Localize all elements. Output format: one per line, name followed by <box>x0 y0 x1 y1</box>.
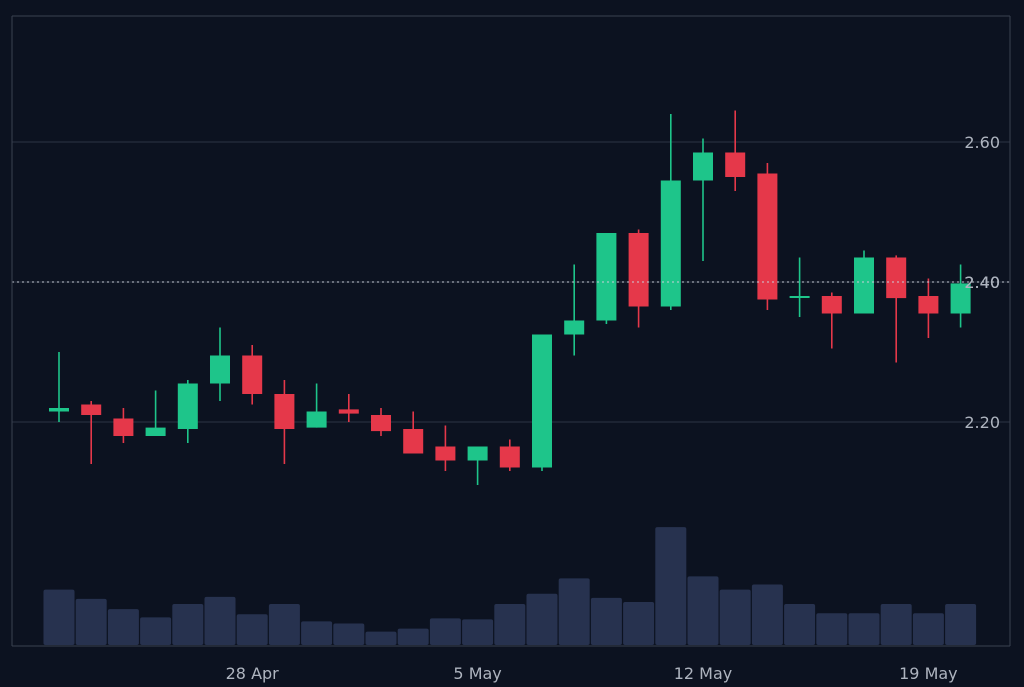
volume-bar <box>43 589 75 645</box>
candle-body <box>821 296 842 314</box>
candle-body <box>306 411 327 428</box>
y-tick-label: 2.40 <box>964 273 1000 292</box>
x-tick-label: 12 May <box>674 664 733 683</box>
candle-body <box>467 446 488 461</box>
volume-bar <box>655 527 687 645</box>
candle-body <box>693 152 713 181</box>
volume-bar <box>301 621 333 645</box>
volume-bar <box>912 613 944 645</box>
volume-bar <box>751 584 783 645</box>
volume-bar <box>945 604 977 645</box>
candle-body <box>338 409 359 414</box>
volume-bar <box>462 619 494 645</box>
volume-bar <box>204 596 236 645</box>
candle-body <box>403 429 424 454</box>
candle-body <box>371 415 391 432</box>
candle-body <box>435 446 456 461</box>
volume-bar <box>236 614 268 645</box>
volume-bar <box>880 604 912 645</box>
volume-bar <box>558 578 590 645</box>
candle-body <box>564 320 585 335</box>
candle-body <box>757 173 778 300</box>
candle-body <box>886 257 907 299</box>
volume-bar <box>719 589 751 645</box>
candles <box>49 110 971 485</box>
volume-bar <box>140 617 172 645</box>
volume-bar <box>268 604 300 645</box>
x-tick-label: 19 May <box>899 664 958 683</box>
volume-bar <box>397 628 429 645</box>
candle-body <box>113 418 134 436</box>
volume-bar <box>172 604 204 645</box>
volume-bar <box>623 601 655 645</box>
volume-bar <box>494 604 526 645</box>
x-tick-label: 5 May <box>453 664 501 683</box>
current-price-label: 2.40 <box>964 273 1000 292</box>
candle-body <box>177 383 198 429</box>
candle-body <box>628 233 649 307</box>
volume-bars <box>43 527 977 645</box>
volume-bar <box>333 623 365 645</box>
candle-body <box>242 355 263 394</box>
volume-bar <box>107 609 139 645</box>
volume-bar <box>526 593 558 645</box>
volume-bar <box>848 613 880 645</box>
volume-bar <box>784 604 816 645</box>
volume-bar <box>590 597 622 645</box>
candle-body <box>918 296 939 314</box>
volume-bar <box>429 618 461 645</box>
axes: 2.20 2.40 2.60 28 Apr 5 May 12 May 19 May <box>11 15 1011 683</box>
current-price-line: 2.40 <box>12 273 1010 292</box>
candle-body <box>596 233 617 321</box>
volume-bar <box>687 576 719 645</box>
candle-body <box>145 427 166 436</box>
y-tick-label: 2.60 <box>964 133 1000 152</box>
candle-body <box>725 152 746 177</box>
candle-body <box>789 296 810 298</box>
candle-body <box>532 334 552 468</box>
volume-bar <box>365 631 397 645</box>
candle-body <box>49 408 69 412</box>
candle-body <box>274 394 295 429</box>
y-tick-label: 2.20 <box>964 413 1000 432</box>
candle-body <box>854 257 874 314</box>
volume-bar <box>75 598 107 645</box>
candle-body <box>950 283 971 314</box>
candle-body <box>81 404 102 415</box>
candle-body <box>210 355 230 384</box>
candle-body <box>660 180 681 307</box>
candle-body <box>499 446 520 468</box>
volume-bar <box>816 613 848 645</box>
x-tick-label: 28 Apr <box>226 664 280 683</box>
